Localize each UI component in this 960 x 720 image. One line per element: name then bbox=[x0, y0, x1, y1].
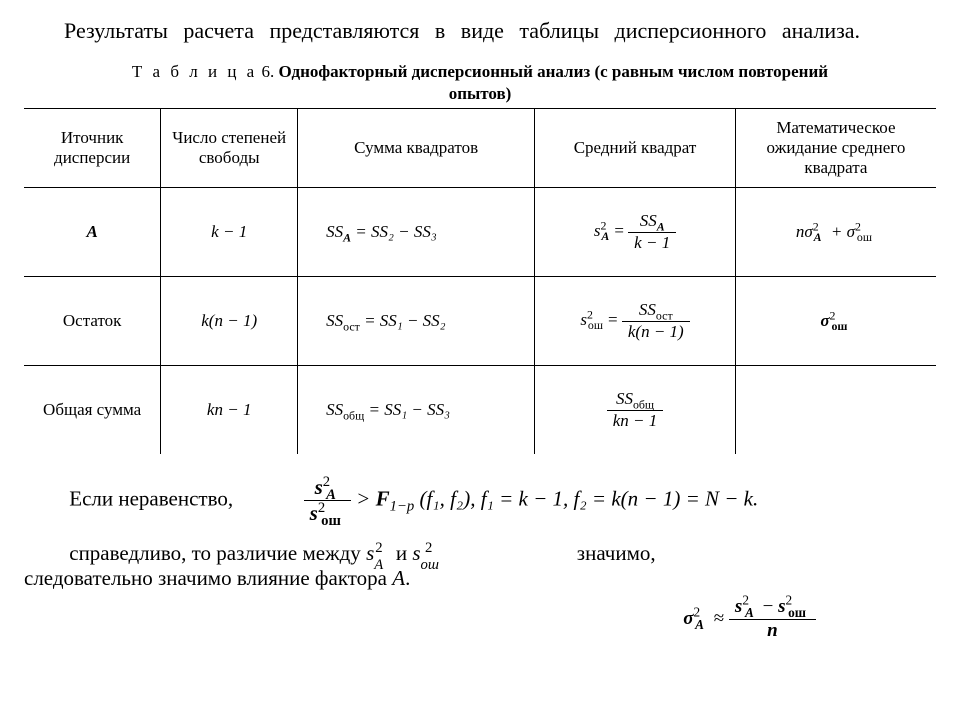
caption-title-1: Однофакторный дисперсионный анализ (с ра… bbox=[278, 62, 828, 81]
table-header-row: Иточник дисперсии Число степеней свободы… bbox=[24, 109, 936, 188]
caption-number: 6. bbox=[261, 62, 274, 81]
cell-src-res: Остаток bbox=[24, 277, 161, 366]
cell-ms-total: SSобщ kn − 1 bbox=[535, 366, 736, 455]
col-ss: Сумма квадратов bbox=[298, 109, 535, 188]
final-sigma-eq: σ2A ≈ s2A − s2ош n bbox=[24, 597, 936, 642]
cell-ss-total: SSобщ = SS₁ − SS₃ bbox=[298, 366, 535, 455]
cell-src-total: Общая сумма bbox=[24, 366, 161, 455]
cell-ms-res: s2ош= SSост k(n − 1) bbox=[535, 277, 736, 366]
conclusion-line: справедливо, то различие между sA2 и sош… bbox=[24, 541, 936, 591]
cell-df-total: kn − 1 bbox=[161, 366, 298, 455]
cell-ems-total bbox=[735, 366, 936, 455]
anova-table: Иточник дисперсии Число степеней свободы… bbox=[24, 108, 936, 454]
cell-ms-A: s2A= SSA k − 1 bbox=[535, 188, 736, 277]
intro-text: Результаты расчета представляются в виде… bbox=[24, 18, 936, 44]
col-ems: Математическое ожидание среднего квадрат… bbox=[735, 109, 936, 188]
col-source: Иточник дисперсии bbox=[24, 109, 161, 188]
table-caption: Т а б л и ц а 6. Однофакторный дисперсио… bbox=[24, 62, 936, 82]
caption-title-2: опытов) bbox=[24, 84, 936, 104]
cell-ss-A: SSA = SS₂ − SS₃ bbox=[298, 188, 535, 277]
cell-df-res: k(n − 1) bbox=[161, 277, 298, 366]
caption-prefix: Т а б л и ц а bbox=[132, 62, 257, 81]
cell-df-A: k − 1 bbox=[161, 188, 298, 277]
cell-ems-res: σ2ош bbox=[735, 277, 936, 366]
col-ms: Средний квадрат bbox=[535, 109, 736, 188]
cell-ss-res: SSост = SS₁ − SS₂ bbox=[298, 277, 535, 366]
cell-ems-A: nσ2A + σ2ош bbox=[735, 188, 936, 277]
table-row: A k − 1 SSA = SS₂ − SS₃ s2A= SSA k − 1 n… bbox=[24, 188, 936, 277]
table-row: Остаток k(n − 1) SSост = SS₁ − SS₂ s2ош=… bbox=[24, 277, 936, 366]
cell-src-A: A bbox=[24, 188, 161, 277]
col-df: Число степеней свободы bbox=[161, 109, 298, 188]
if-inequality-line: Если неравенство, s2A s2ош > F1−p (f₁, f… bbox=[24, 476, 936, 525]
table-row: Общая сумма kn − 1 SSобщ = SS₁ − SS₃ SSо… bbox=[24, 366, 936, 455]
